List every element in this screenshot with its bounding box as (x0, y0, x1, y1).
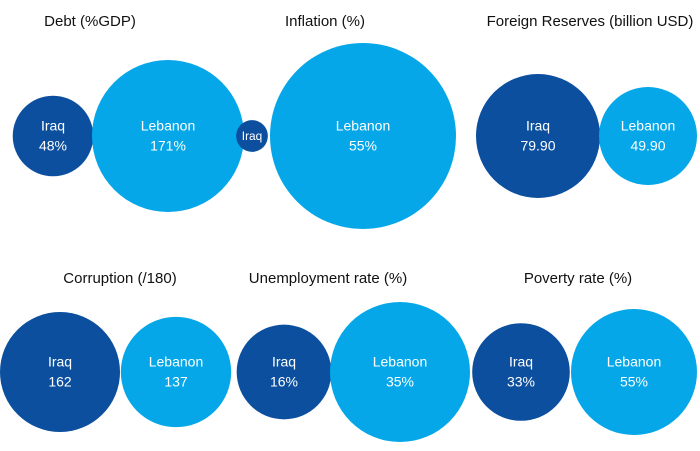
bubble-value: 35% (386, 374, 414, 390)
bubble-value: 79.90 (520, 138, 555, 154)
bubble-value: 55% (349, 138, 377, 154)
bubble-value: 33% (507, 374, 535, 390)
panel-title: Unemployment rate (%) (249, 270, 407, 287)
bubble-value: 55% (620, 374, 648, 390)
bubble-name: Iraq (48, 354, 72, 370)
bubble (476, 74, 600, 198)
panel-title: Inflation (%) (285, 13, 365, 30)
bubble-value: 16% (270, 374, 298, 390)
bubble-name: Iraq (41, 118, 65, 134)
bubble (571, 309, 697, 435)
bubble (120, 316, 232, 428)
bubble-value: 48% (39, 138, 67, 154)
bubble-name: Iraq (272, 354, 296, 370)
bubble-value: 49.90 (630, 138, 665, 154)
bubble-value: 162 (48, 374, 72, 390)
panel-title: Debt (%GDP) (44, 13, 136, 30)
bubble (236, 324, 332, 420)
bubble (12, 95, 94, 177)
bubble-name: Lebanon (336, 118, 391, 134)
bubble (472, 323, 570, 421)
bubble (92, 60, 244, 212)
bubble-name: Lebanon (373, 354, 428, 370)
bubble-name: Iraq (242, 129, 262, 143)
panel-title: Poverty rate (%) (524, 270, 632, 287)
bubble-name: Iraq (526, 118, 550, 134)
bubble (236, 120, 268, 152)
bubble-name: Lebanon (149, 354, 204, 370)
bubble-name: Lebanon (621, 118, 676, 134)
bubble-name: Iraq (509, 354, 533, 370)
bubble-name: Lebanon (607, 354, 662, 370)
bubble (330, 302, 470, 442)
bubble (0, 312, 120, 432)
panel-title: Foreign Reserves (billion USD) (487, 13, 694, 30)
bubble-value: 171% (150, 138, 186, 154)
bubble-value: 137 (164, 374, 188, 390)
bubble-name: Lebanon (141, 118, 196, 134)
panel-title: Corruption (/180) (63, 270, 176, 287)
bubble (270, 43, 456, 229)
bubble (599, 87, 697, 185)
